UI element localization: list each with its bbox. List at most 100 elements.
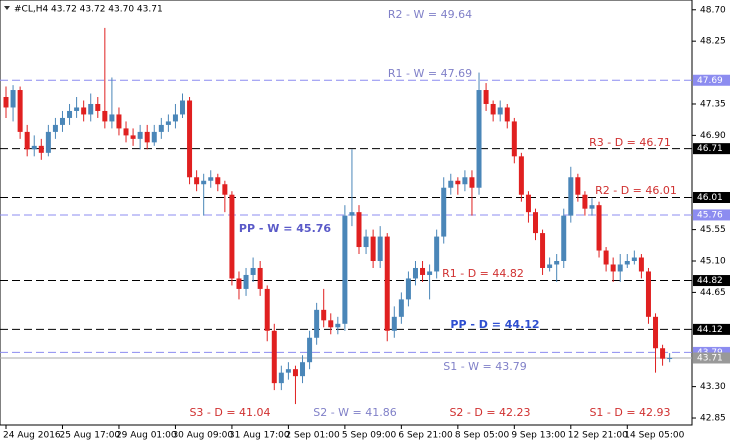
- x-tick-label: 31 Aug 17:00: [229, 431, 290, 441]
- candle-body: [236, 278, 242, 289]
- candle-body: [427, 271, 433, 275]
- candle-body: [38, 145, 44, 153]
- level-label: S3 - D = 41.04: [189, 406, 270, 419]
- candle-body: [243, 274, 249, 289]
- y-tick-label: 45.55: [700, 225, 726, 235]
- candle-body: [476, 90, 482, 188]
- candle-body: [490, 103, 496, 115]
- candle-body: [109, 114, 115, 122]
- y-tick-label: 44.65: [700, 288, 726, 298]
- candle-body: [194, 177, 200, 185]
- price-box-label: 46.01: [697, 193, 723, 203]
- x-tick-label: 8 Sep 05:00: [455, 431, 510, 441]
- candle-body: [462, 177, 468, 185]
- y-tick-label: 48.25: [700, 37, 726, 47]
- price-box: [693, 346, 730, 358]
- candle-body: [158, 124, 164, 132]
- candle-body: [172, 114, 178, 122]
- candle-body: [215, 177, 221, 185]
- price-box-label: 44.12: [697, 325, 723, 335]
- candle-body: [45, 131, 51, 153]
- price-box-label: 47.69: [697, 76, 723, 86]
- level-label: S2 - W = 41.86: [313, 406, 397, 419]
- y-tick-label: 42.85: [700, 414, 726, 424]
- candle-body: [469, 177, 475, 188]
- candle-body: [434, 236, 440, 272]
- candle-body: [59, 117, 65, 125]
- price-box: [693, 74, 730, 86]
- candle-body: [575, 177, 581, 195]
- candle-body: [292, 369, 298, 377]
- candle-body: [667, 358, 673, 360]
- candle-body: [335, 323, 341, 328]
- candle-body: [547, 264, 553, 268]
- price-box: [693, 275, 730, 287]
- x-tick-label: 12 Sep 21:00: [568, 431, 628, 441]
- level-label: R1 - D = 44.82: [442, 267, 524, 280]
- candle-body: [540, 233, 546, 268]
- x-tick-label: 5 Sep 09:00: [342, 431, 397, 441]
- candle-body: [603, 250, 609, 265]
- candle-body: [617, 264, 623, 272]
- candle-body: [307, 337, 313, 363]
- y-tick-label: 43.30: [700, 382, 726, 392]
- price-box-label: 45.76: [697, 210, 723, 220]
- price-box: [693, 209, 730, 221]
- candle-body: [568, 177, 574, 216]
- candle-body: [412, 267, 418, 279]
- price-box: [693, 191, 730, 203]
- y-tick-label: 46.90: [700, 131, 726, 141]
- y-tick-label: 47.35: [700, 99, 726, 109]
- candle-body: [17, 90, 23, 132]
- candle-body: [483, 90, 489, 104]
- x-tick-label: 29 Aug 01:00: [116, 431, 177, 441]
- candle-body: [137, 131, 143, 139]
- candle-body: [102, 110, 108, 122]
- candle-body: [151, 131, 157, 143]
- candle-body: [257, 267, 263, 289]
- candle-body: [391, 316, 397, 331]
- candle-body: [441, 187, 447, 237]
- candle-body: [405, 278, 411, 300]
- candle-body: [533, 212, 538, 234]
- price-box-label: 44.82: [697, 276, 723, 286]
- level-label: S1 - W = 43.79: [443, 360, 527, 373]
- level-label: PP - W = 45.76: [239, 222, 331, 235]
- candle-body: [653, 316, 659, 349]
- candle-body: [165, 121, 171, 125]
- candle-body: [201, 180, 207, 185]
- candle-body: [130, 135, 136, 139]
- candle-body: [81, 107, 87, 115]
- x-tick-label: 6 Sep 21:00: [398, 431, 453, 441]
- candle-body: [67, 110, 73, 118]
- candle-body: [582, 194, 588, 209]
- candle-body: [74, 107, 80, 111]
- candle-body: [370, 236, 376, 262]
- plot-frame: [0, 0, 693, 426]
- candle-body: [180, 100, 185, 115]
- candle-body: [497, 107, 503, 115]
- candle-body: [596, 205, 602, 251]
- candle-body: [363, 236, 369, 248]
- level-label: R1 - W = 47.69: [388, 67, 472, 80]
- level-label: R2 - W = 49.64: [388, 8, 472, 21]
- candle-body: [398, 299, 404, 317]
- candle-body: [278, 372, 284, 384]
- y-tick-label: 48.70: [700, 5, 726, 15]
- candle-body: [342, 215, 348, 324]
- candle-body: [518, 156, 524, 195]
- x-tick-label: 14 Sep 05:00: [624, 431, 684, 441]
- x-tick-label: 24 Aug 2016: [3, 431, 61, 441]
- candle-body: [116, 114, 122, 129]
- candle-body: [328, 320, 334, 328]
- candle-body: [384, 236, 390, 331]
- candle-body: [660, 348, 666, 359]
- candle-body: [271, 330, 277, 384]
- candle-body: [321, 309, 327, 321]
- dropdown-icon[interactable]: [4, 6, 10, 10]
- candle-body: [187, 100, 193, 178]
- candle-body: [123, 128, 129, 136]
- candle-body: [561, 215, 567, 262]
- price-box: [693, 352, 730, 364]
